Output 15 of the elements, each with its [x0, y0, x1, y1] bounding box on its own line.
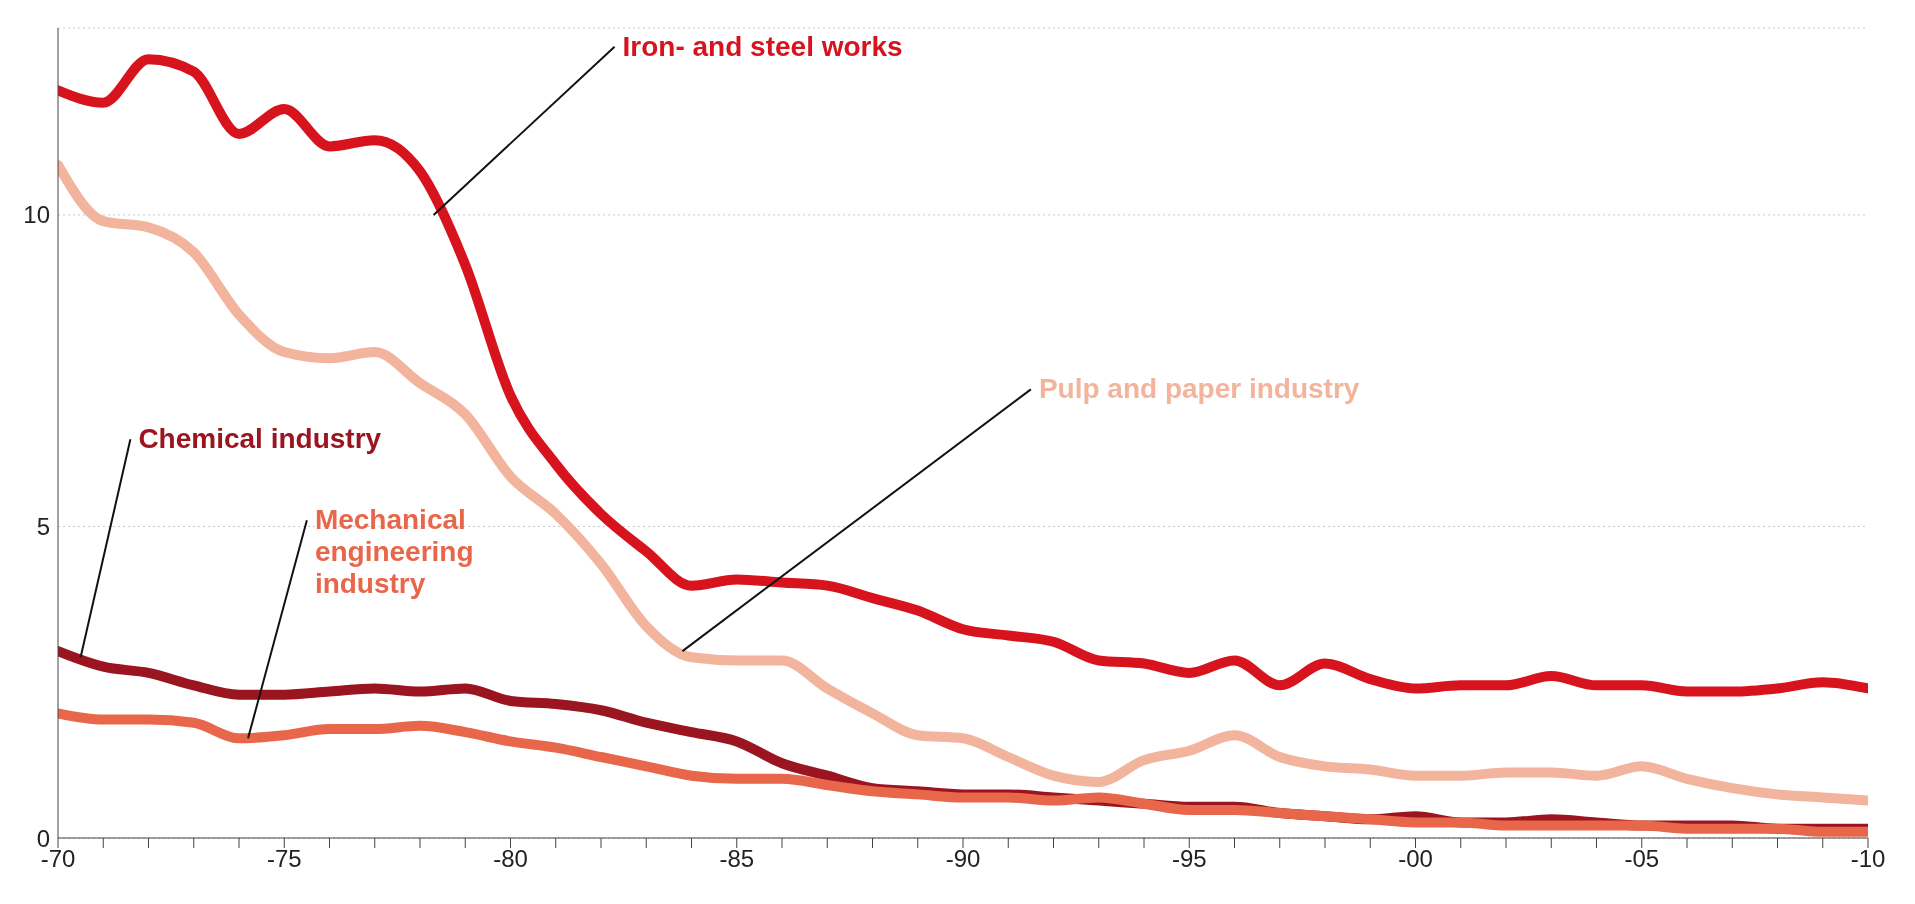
text: Iron- and steel works	[622, 30, 903, 62]
text: Chemical industry	[138, 423, 382, 455]
x-tick-label: -80	[493, 845, 528, 873]
x-tick-label: -90	[945, 845, 981, 873]
text: Pulp and paper industry	[1038, 373, 1360, 405]
x-tick-label: -00	[1398, 845, 1433, 873]
x-tick-label: -10	[1850, 845, 1886, 873]
text: Mechanical engineering industry	[314, 504, 474, 600]
x-tick-label: -75	[266, 845, 302, 873]
y-tick-label: 0	[36, 824, 50, 852]
x-tick-label: -95	[1171, 845, 1207, 873]
x-tick-label: -05	[1624, 845, 1660, 873]
y-tick-label: 5	[36, 512, 50, 540]
y-tick-label: 10	[23, 201, 50, 229]
x-tick-label: -85	[719, 845, 755, 873]
